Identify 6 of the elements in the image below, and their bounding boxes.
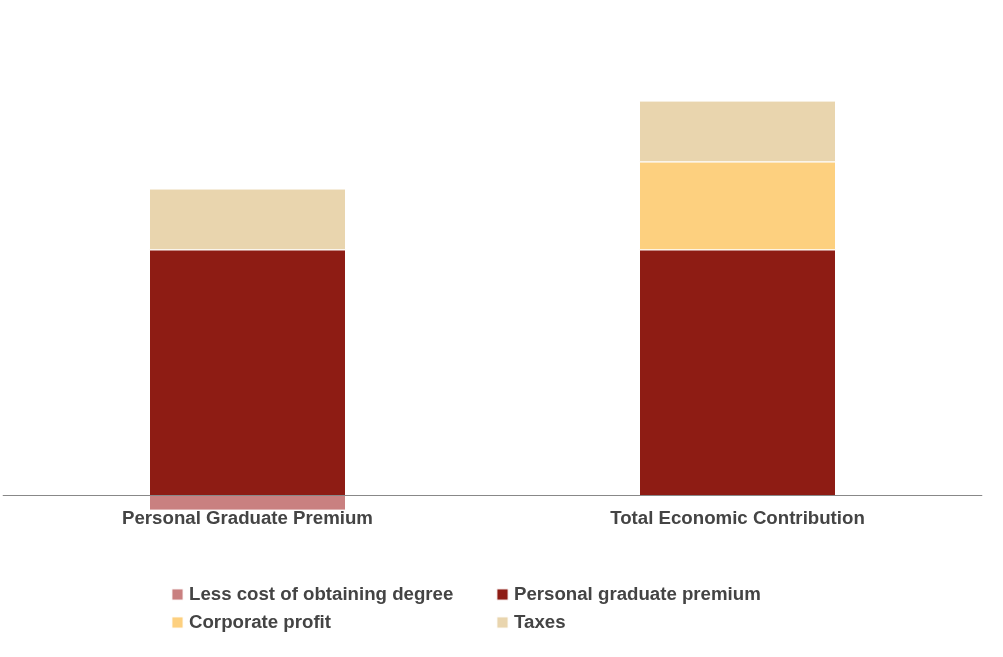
x-tick-label: Personal Graduate Premium [122,506,373,528]
x-tick-label: Total Economic Contribution [610,506,865,528]
legend-label: Corporate profit [189,611,332,633]
legend-label: Personal graduate premium [514,583,762,605]
legend-label: Taxes [514,611,567,633]
legend-label: Less cost of obtaining degree [189,583,455,605]
